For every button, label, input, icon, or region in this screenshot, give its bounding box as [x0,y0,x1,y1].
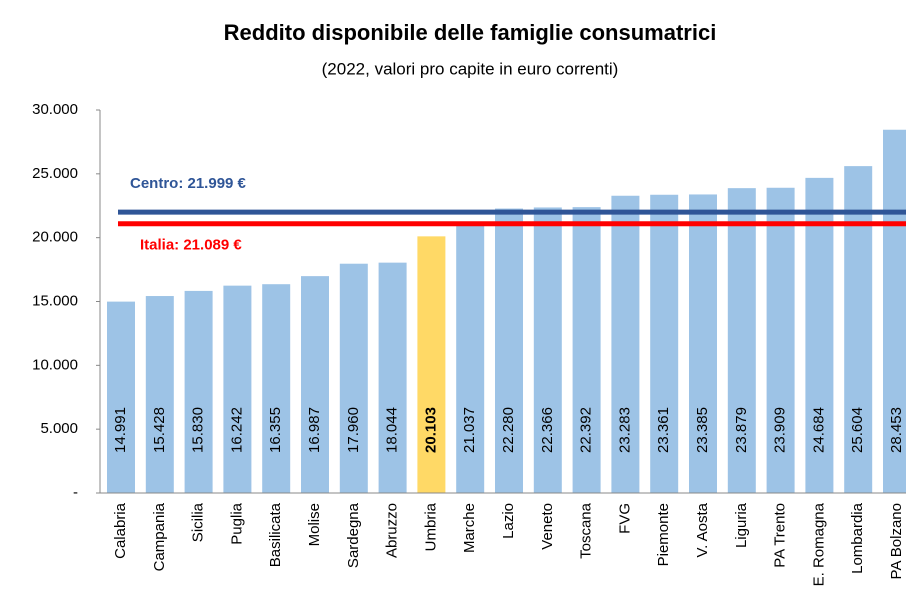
bar [572,207,601,494]
x-tick-label: Piemonte [655,503,672,566]
value-label: 23.283 [616,407,633,453]
x-tick-label: Puglia [228,502,245,544]
value-label: 23.361 [655,407,672,453]
x-tick-label: Liguria [733,502,750,548]
x-tick-label: Marche [461,503,478,553]
value-label: 22.280 [500,407,517,453]
x-tick-label: V. Aosta [694,502,711,557]
x-tick-label: Veneto [539,503,556,550]
bar [378,262,407,493]
bar [844,166,873,494]
bar [456,224,485,494]
y-tick-label: 20.000 [32,229,78,246]
y-tick-label: 30.000 [32,101,78,118]
bar [727,188,756,493]
bar [223,285,252,493]
x-tick-label: PA Trento [772,503,789,568]
x-tick-label: Toscana [578,502,595,559]
value-label: 22.392 [578,407,595,453]
bar [766,187,795,493]
value-label: 17.960 [345,407,362,453]
x-tick-label: Sicilia [190,502,207,542]
value-label: 20.103 [422,407,439,453]
bar [611,195,640,493]
bar [184,290,213,493]
x-tick-label: Basilicata [267,502,284,567]
value-label: 16.987 [306,407,323,453]
value-label: 14.991 [112,407,129,453]
bar [301,276,329,493]
chart-subtitle: (2022, valori pro capite in euro corrent… [322,59,619,78]
bar [533,207,562,493]
bar [339,263,368,493]
bar [805,177,834,493]
bar [883,129,906,493]
y-tick-label: 25.000 [32,165,78,182]
x-tick-label: Campania [151,502,168,571]
x-tick-label: Calabria [112,502,129,559]
reference-label: Italia: 21.089 € [140,237,242,254]
x-tick-label: Sardegna [345,502,362,568]
value-label: 25.604 [849,407,866,453]
y-tick-label: 10.000 [32,356,78,373]
y-tick-label: 15.000 [32,292,78,309]
bar [107,301,135,493]
value-label: 28.453 [888,407,905,453]
x-tick-label: Lombardia [849,502,866,574]
x-tick-label: Abruzzo [384,503,401,558]
bar [262,284,291,493]
value-label: 23.909 [772,407,789,453]
bar [145,296,174,493]
value-label: 21.037 [461,407,478,453]
y-tick-label: - [73,484,78,501]
bar [417,236,446,494]
chart-title: Reddito disponibile delle famiglie consu… [224,20,717,45]
bar [650,194,679,493]
x-tick-label: Umbria [422,502,439,551]
x-tick-label: FVG [616,503,633,534]
value-label: 15.428 [151,407,168,453]
bar [689,194,717,493]
value-label: 23.385 [694,407,711,453]
x-tick-label: PA Bolzano [888,503,905,579]
reference-label: Centro: 21.999 € [130,175,247,192]
value-label: 16.242 [228,407,245,453]
x-tick-label: E. Romagna [810,502,827,586]
value-label: 18.044 [384,407,401,453]
value-label: 22.366 [539,407,556,453]
bar [495,208,523,494]
y-tick-label: 5.000 [40,420,78,437]
value-label: 24.684 [810,407,827,453]
value-label: 23.879 [733,407,750,453]
x-tick-label: Molise [306,503,323,546]
value-label: 16.355 [267,407,284,453]
x-tick-label: Lazio [500,503,517,539]
value-label: 15.830 [190,407,207,453]
